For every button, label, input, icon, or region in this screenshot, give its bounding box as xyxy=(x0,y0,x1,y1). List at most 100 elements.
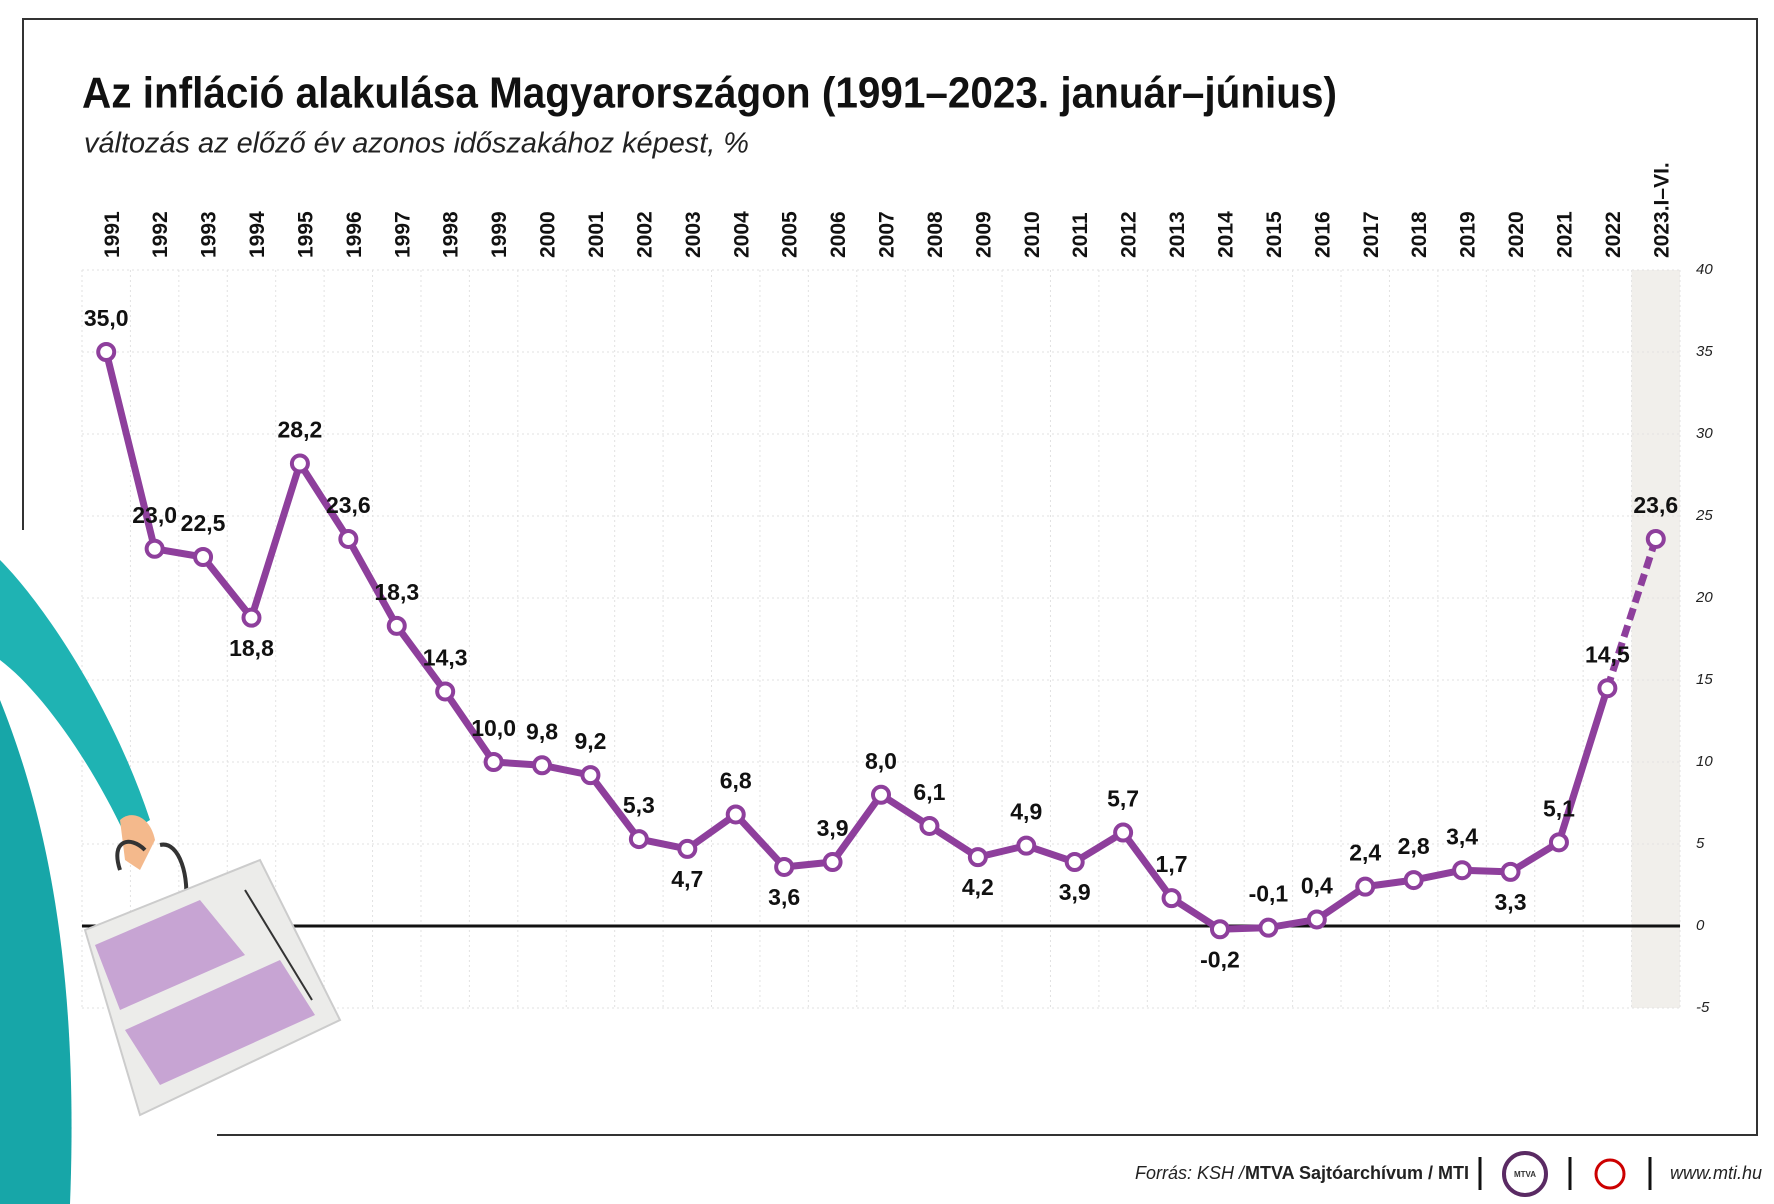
x-tick-label: 1997 xyxy=(391,211,414,258)
point xyxy=(241,607,262,628)
logo-mti xyxy=(1594,1158,1626,1190)
point xyxy=(144,538,165,559)
point xyxy=(1113,822,1134,843)
point xyxy=(1016,835,1037,856)
value-label: 0,4 xyxy=(1301,873,1333,899)
point xyxy=(193,547,214,567)
chart-title: Az infláció alakulása Magyarországon (19… xyxy=(82,69,1337,118)
value-label: 18,8 xyxy=(229,635,274,661)
y-tick-label: 10 xyxy=(1696,753,1713,770)
value-label: 10,0 xyxy=(471,715,516,741)
x-tick-label: 1992 xyxy=(149,211,172,258)
x-tick-label: 2007 xyxy=(876,211,899,258)
x-tick-label: 2013 xyxy=(1166,211,1189,258)
point xyxy=(1597,678,1618,699)
x-tick-label: 1998 xyxy=(440,211,463,258)
logo xyxy=(1502,1151,1548,1197)
y-tick-label: 0 xyxy=(1696,917,1705,934)
point xyxy=(1258,917,1279,938)
illustration xyxy=(0,560,342,1204)
point xyxy=(580,765,601,786)
value-label: 8,0 xyxy=(865,748,897,774)
x-tick-label: 2023.I–VI. xyxy=(1650,162,1673,258)
point xyxy=(1209,919,1230,940)
point xyxy=(871,784,891,805)
value-label: 6,8 xyxy=(720,768,752,794)
x-tick-label: 2019 xyxy=(1457,211,1480,258)
value-label: 9,2 xyxy=(574,728,606,754)
value-label: 4,7 xyxy=(671,866,703,892)
point xyxy=(1452,860,1473,881)
x-tick-label: 1993 xyxy=(198,211,221,258)
point xyxy=(919,815,940,836)
x-tick-label: 2021 xyxy=(1553,211,1576,258)
y-tick-label: 20 xyxy=(1695,589,1713,606)
y-tick-label: -5 xyxy=(1696,999,1710,1016)
value-label: 3,6 xyxy=(768,884,800,910)
x-tick-label: 2004 xyxy=(730,211,753,258)
value-label: 23,6 xyxy=(326,492,371,518)
x-tick-label: 1995 xyxy=(294,211,317,258)
point xyxy=(1064,852,1085,873)
x-tick-label: 2000 xyxy=(537,211,560,258)
value-label: 1,7 xyxy=(1156,851,1188,877)
y-tick-label: 35 xyxy=(1696,343,1713,360)
point xyxy=(1645,528,1666,549)
x-tick-label: 2009 xyxy=(972,211,995,258)
point xyxy=(628,829,649,850)
logo-text: MTVA xyxy=(1514,1170,1536,1179)
x-tick-label: 2010 xyxy=(1021,211,1044,258)
value-label: 3,9 xyxy=(817,815,849,841)
value-label: 14,3 xyxy=(423,645,468,671)
line-dashed xyxy=(1604,537,1660,690)
point xyxy=(1500,861,1521,882)
x-tick-label: 2011 xyxy=(1069,212,1092,258)
chart-subtitle: változás az előző év azonos időszakához … xyxy=(84,128,749,160)
point xyxy=(774,856,795,877)
y-tick-label: 15 xyxy=(1696,671,1713,688)
website: www.mti.hu xyxy=(1670,1163,1762,1183)
value-label: 35,0 xyxy=(84,305,129,331)
value-label: 28,2 xyxy=(278,417,323,443)
value-label: -0,1 xyxy=(1249,881,1289,907)
point xyxy=(338,528,359,549)
value-label: 14,5 xyxy=(1585,641,1630,667)
x-tick-label: 2005 xyxy=(779,211,802,258)
point xyxy=(289,453,310,474)
point xyxy=(483,752,504,772)
point xyxy=(532,755,553,776)
x-tick-label: 2015 xyxy=(1263,211,1286,258)
value-label: 4,2 xyxy=(962,874,994,900)
value-label: 5,3 xyxy=(623,792,655,818)
value-label: 3,3 xyxy=(1495,889,1527,915)
point xyxy=(822,852,843,873)
x-tick-label: 2002 xyxy=(633,211,656,258)
value-label: 6,1 xyxy=(913,779,945,805)
x-tick-label: 2020 xyxy=(1505,211,1528,258)
point xyxy=(386,615,407,636)
source: Forrás: KSH / xyxy=(1135,1163,1246,1183)
point xyxy=(1548,832,1569,853)
value-label: 23,0 xyxy=(132,502,177,528)
bag-stripe xyxy=(95,900,245,1010)
x-tick-label: 1994 xyxy=(246,211,269,258)
value-label: 5,7 xyxy=(1107,786,1139,812)
point xyxy=(1355,876,1376,897)
x-tick-label: 2014 xyxy=(1215,211,1238,258)
point xyxy=(435,681,456,702)
point xyxy=(677,838,698,859)
x-tick-label: 2003 xyxy=(682,211,705,258)
x-tick-label: 2008 xyxy=(924,211,947,258)
point xyxy=(725,804,746,825)
point xyxy=(967,847,988,868)
bag-edge xyxy=(244,889,313,1001)
y-tick-label: 25 xyxy=(1695,507,1713,524)
value-label: -0,2 xyxy=(1200,946,1240,972)
x-tick-label: 1996 xyxy=(343,211,366,258)
bag-stripe xyxy=(125,960,315,1085)
value-label: 2,8 xyxy=(1398,833,1430,859)
value-label: 18,3 xyxy=(374,579,419,605)
x-tick-label: 2016 xyxy=(1311,211,1334,258)
